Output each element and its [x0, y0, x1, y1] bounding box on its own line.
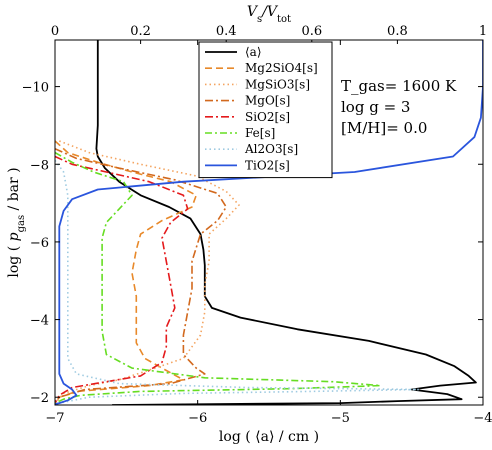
- top-tick-label: 0.2: [130, 24, 151, 39]
- top-tick-label: 1: [479, 24, 487, 39]
- plot-frame: [54, 39, 484, 406]
- x-axis-title: log ( ⟨a⟩ / cm ): [219, 429, 319, 445]
- top-tick-label: 0: [51, 24, 59, 39]
- top-tick-label: 0.4: [216, 24, 237, 39]
- legend-label-7: TiO2[s]: [245, 158, 290, 172]
- y-tick-label: −10: [22, 81, 49, 96]
- top-axis-title: Vs/Vtot: [247, 4, 291, 25]
- legend-label-4: SiO2[s]: [245, 110, 290, 124]
- series-line-3: [55, 147, 227, 404]
- series-line-2: [55, 140, 240, 404]
- x-tick-label: −6: [188, 411, 207, 426]
- legend-box: [198, 41, 333, 179]
- series-line-7: [55, 40, 483, 405]
- legend-label-3: MgO[s]: [245, 94, 290, 108]
- x-tick-label: −7: [45, 411, 64, 426]
- legend-label-6: Al2O3[s]: [244, 142, 298, 156]
- legend-label-0: ⟨a⟩: [245, 45, 262, 59]
- annotation-block: T_gas= 1600 K log g = 3 [M/H]= 0.0: [341, 77, 457, 137]
- series-layer: [55, 40, 483, 405]
- legend: ⟨a⟩ Mg2SiO4[s] MgSiO3[s] MgO[s] SiO2[s] Fe[s]…: [198, 41, 333, 179]
- x-tick-label: −5: [331, 411, 350, 426]
- series-line-4: [55, 155, 189, 404]
- y-axis-title: log ( pgas / bar ): [6, 167, 27, 277]
- annotation-line-0: T_gas= 1600 K: [341, 77, 457, 95]
- x-tick-label: −4: [473, 411, 492, 426]
- axes-layer: −7 −6 −5 −4 0 0.2 0.4 0.6 0.8 1 −2 −4 −6 −8 −10 log ( ⟨…: [6, 4, 492, 445]
- legend-label-5: Fe[s]: [245, 126, 275, 140]
- series-line-6: [55, 159, 420, 404]
- legend-label-1: Mg2SiO4[s]: [245, 61, 318, 75]
- top-tick-label: 0.6: [301, 24, 322, 39]
- y-tick-label: −6: [30, 236, 49, 251]
- series-line-5: [55, 151, 382, 404]
- top-tick-label: 0.8: [387, 24, 408, 39]
- legend-label-2: MgSiO3[s]: [245, 77, 310, 91]
- annotation-line-2: [M/H]= 0.0: [341, 119, 427, 137]
- annotation-line-1: log g = 3: [341, 98, 410, 116]
- y-tick-label: −4: [30, 314, 49, 329]
- y-tick-label: −8: [30, 158, 49, 173]
- y-tick-label: −2: [30, 391, 49, 406]
